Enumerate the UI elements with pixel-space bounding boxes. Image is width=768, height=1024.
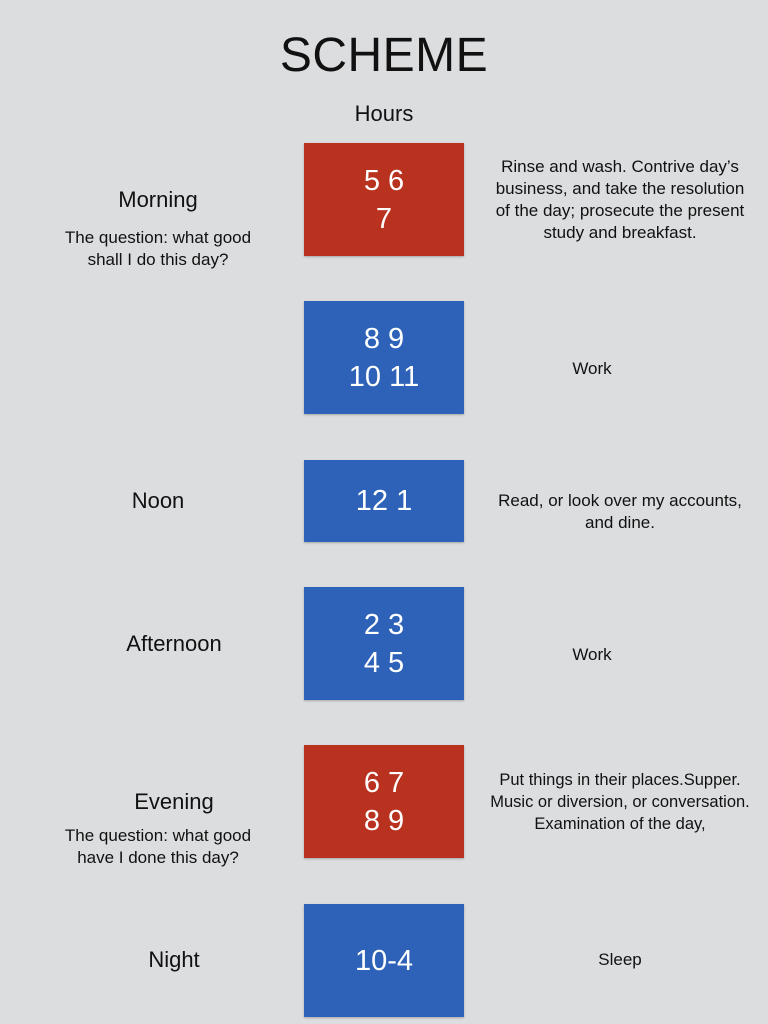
morning-description-line-3: of the day; prosecute the present — [495, 201, 745, 220]
hours-box-work-morning-line-2: 10 11 — [348, 360, 420, 393]
hours-box-night: 10-4 — [304, 904, 464, 1017]
evening-description-line-3: Examination of the day, — [534, 815, 706, 833]
period-label-noon: Noon — [131, 488, 185, 513]
hours-box-evening-line-1: 6 7 — [363, 766, 405, 799]
hours-box-evening-line-2: 8 9 — [363, 804, 405, 837]
hours-box-morning-line-2: 7 — [375, 202, 393, 235]
noon-description-line-2: and dine. — [585, 513, 655, 532]
period-label-afternoon: Afternoon — [126, 631, 222, 656]
evening-question-line-1: The question: what good — [64, 826, 252, 845]
hours-box-work-morning: 8 9 10 11 — [304, 301, 464, 414]
hours-box-evening: 6 7 8 9 — [304, 745, 464, 858]
hours-column-header: Hours — [354, 101, 414, 126]
afternoon-description: Work — [572, 645, 612, 664]
morning-description-line-4: study and breakfast. — [543, 223, 697, 242]
hours-box-morning: 5 6 7 — [304, 143, 464, 256]
period-label-night: Night — [148, 947, 200, 972]
evening-description-line-2: Music or diversion, or conversation. — [490, 793, 750, 811]
morning-description-line-2: business, and take the resolution — [495, 179, 745, 198]
hours-box-afternoon-line-2: 4 5 — [363, 646, 405, 679]
period-label-morning: Morning — [118, 187, 198, 212]
morning-question-line-1: The question: what good — [64, 228, 252, 247]
night-description: Sleep — [598, 950, 642, 969]
morning-question: The question: what good shall I do this … — [40, 227, 276, 271]
noon-description-line-1: Read, or look over my accounts, — [498, 491, 742, 510]
hours-box-night-line-1: 10-4 — [354, 944, 414, 977]
morning-description: Rinse and wash. Contrive day’s business,… — [474, 156, 766, 244]
evening-question: The question: what good have I done this… — [40, 825, 276, 869]
hours-box-noon: 12 1 — [304, 460, 464, 542]
evening-question-line-2: have I done this day? — [77, 848, 239, 867]
evening-description: Put things in their places.Supper. Music… — [472, 769, 768, 835]
period-label-evening: Evening — [134, 789, 214, 814]
work-morning-description: Work — [572, 359, 612, 378]
hours-box-afternoon: 2 3 4 5 — [304, 587, 464, 700]
hours-box-morning-line-1: 5 6 — [363, 164, 405, 197]
noon-description: Read, or look over my accounts, and dine… — [474, 490, 766, 534]
hours-box-afternoon-line-1: 2 3 — [363, 608, 405, 641]
page-title: SCHEME — [279, 29, 489, 82]
hours-box-noon-line-1: 12 1 — [355, 485, 413, 517]
morning-description-line-1: Rinse and wash. Contrive day’s — [501, 157, 739, 176]
evening-description-line-1: Put things in their places.Supper. — [499, 771, 741, 789]
morning-question-line-2: shall I do this day? — [87, 250, 229, 269]
hours-box-work-morning-line-1: 8 9 — [363, 322, 405, 355]
